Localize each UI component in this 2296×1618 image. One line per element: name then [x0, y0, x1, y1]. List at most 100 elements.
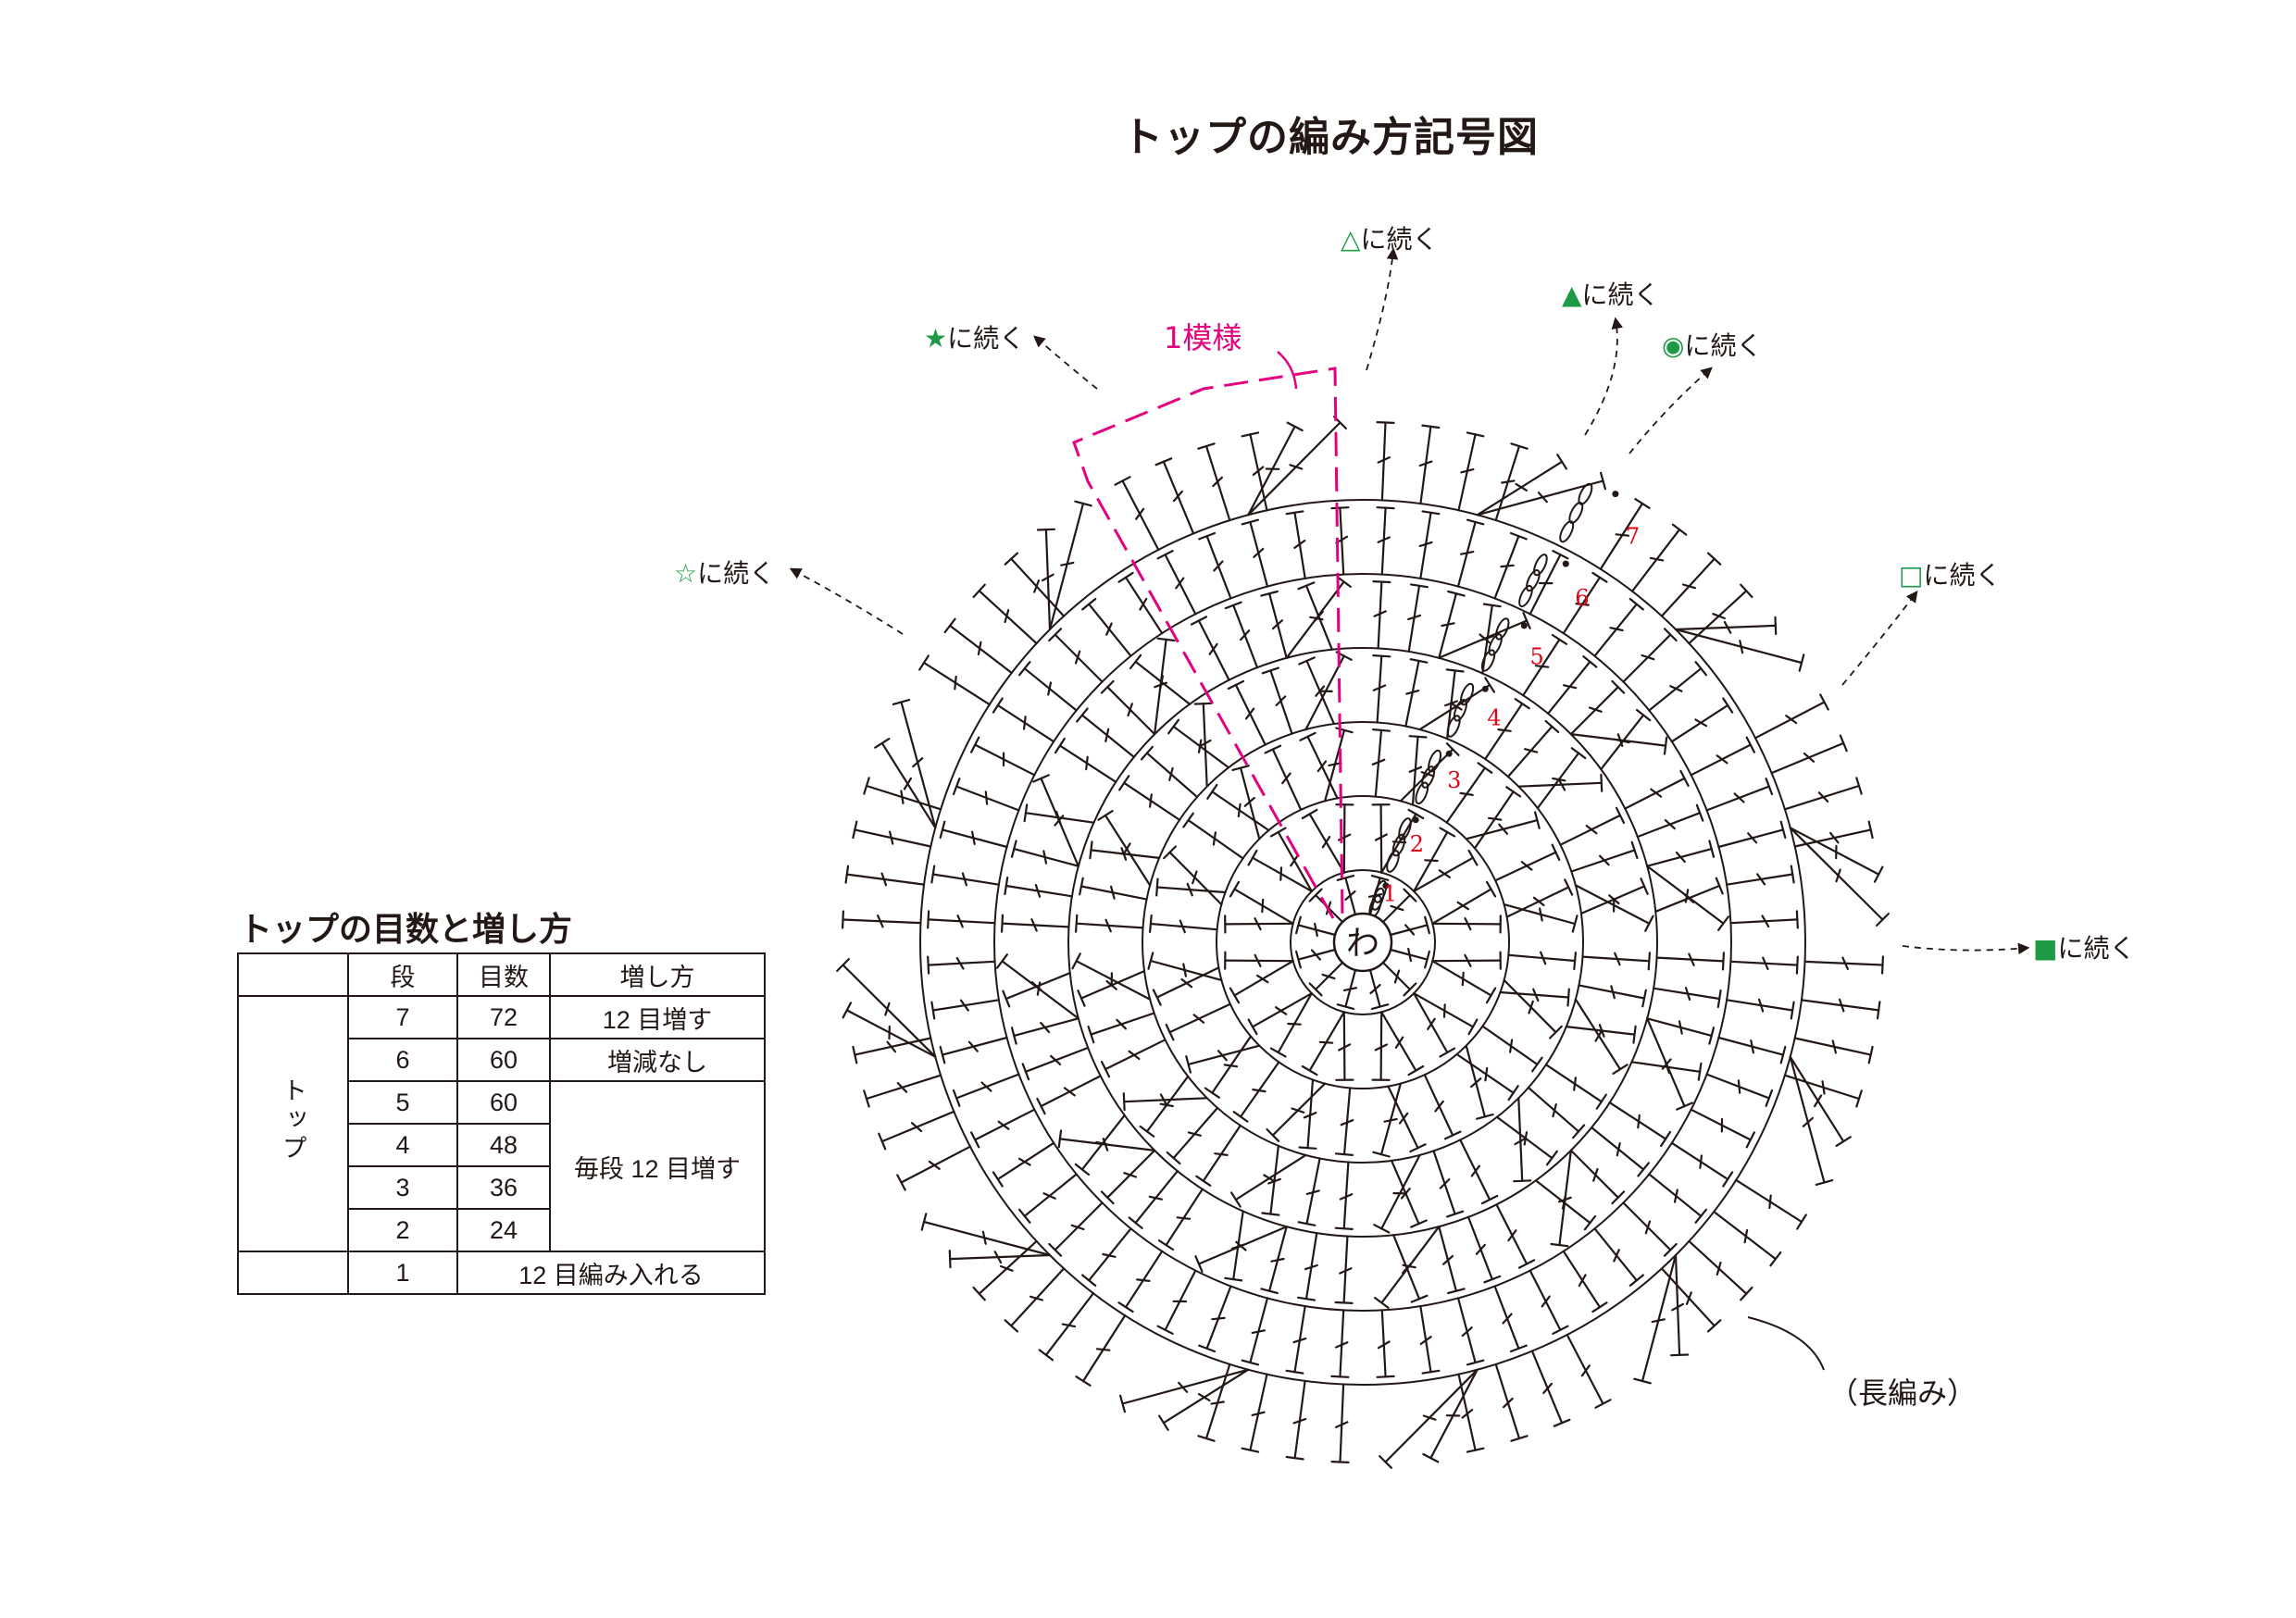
dc-stitch: [1036, 528, 1056, 631]
dc-stitch: [1566, 1333, 1612, 1409]
dc-stitch: [1789, 1055, 1834, 1187]
dc-stitch: [1630, 523, 1688, 592]
dc-stitch: [1335, 1011, 1354, 1081]
dc-stitch: [1260, 590, 1288, 659]
dc-stitch: [1241, 1297, 1269, 1366]
continue-label-bullseye: ◉に続く: [1662, 330, 1763, 361]
dc-stitch: [1578, 984, 1647, 1008]
row-number-4: 4: [1487, 704, 1501, 730]
dc-stitch: [1229, 960, 1294, 1004]
dc-stitch: [1457, 431, 1485, 512]
continue-label-white-square: □に続く: [1899, 560, 2002, 591]
pattern-outline: [1072, 367, 1344, 919]
dc-stitch: [1004, 876, 1074, 898]
dc-stitch: [1670, 1141, 1734, 1188]
table-header-count: 目数: [456, 952, 551, 997]
round-7-stitches: [836, 416, 1890, 1469]
dc-stitch: [1304, 651, 1353, 731]
dc-stitch: [1004, 1267, 1066, 1333]
round-5-stitches: [995, 575, 1730, 1310]
dc-stitch: [1389, 915, 1431, 937]
round-1-stitches: [1294, 874, 1431, 1011]
row-numbers: 12 3 4 5 6 7: [1383, 523, 1640, 906]
dc-stitch: [1301, 808, 1345, 874]
dc-stitch: [1455, 1052, 1519, 1101]
dc-stitch: [1021, 1046, 1090, 1081]
dc-stitch: [1570, 840, 1639, 873]
dc-stitch: [836, 957, 937, 1058]
dc-stitch: [1075, 1313, 1127, 1387]
table-cell-count: 60: [456, 1038, 551, 1082]
dc-stitch: [1574, 884, 1654, 932]
dc-stitch: [1559, 806, 1626, 846]
dc-stitch: [952, 778, 1020, 812]
black-square-icon: ■: [2033, 933, 2058, 964]
dc-stitch: [1690, 1108, 1756, 1149]
dc-stitch: [1334, 1087, 1354, 1157]
dc-stitch: [1261, 666, 1293, 735]
dc-stitch: [1122, 1092, 1208, 1112]
dc-stitch: [1660, 552, 1722, 617]
dc-stitch: [1298, 1078, 1317, 1150]
continuation-arrow: [1841, 590, 1918, 686]
dc-stitch: [1789, 1055, 1852, 1148]
dc-stitch: [1593, 1227, 1644, 1288]
chain-7: [1559, 482, 1619, 543]
dc-stitch: [930, 865, 1001, 887]
dc-stitch: [1000, 914, 1070, 933]
dc-stitch: [1128, 1169, 1179, 1229]
continue-label-black-star: ★に続く: [924, 323, 1026, 354]
dc-stitch: [1074, 914, 1144, 933]
dc-stitch: [1569, 679, 1626, 736]
dc-stitch: [1010, 1017, 1079, 1045]
turning-chains: [1368, 482, 1619, 918]
dc-stitch: [1705, 778, 1774, 812]
dc-stitch: [948, 1249, 1052, 1269]
continuation-arrow: [1033, 335, 1098, 390]
dc-stitch: [1193, 702, 1213, 788]
dc-stitch: [1413, 849, 1479, 892]
black-star-icon: ★: [924, 323, 948, 354]
dc-stitch: [1431, 960, 1497, 1004]
dc-stitch: [1725, 998, 1795, 1020]
dc-stitch: [1330, 1383, 1350, 1464]
dc-stitch: [1371, 803, 1391, 874]
dc-stitch: [1392, 1234, 1429, 1303]
row-number-1: 1: [1383, 881, 1397, 907]
dc-stitch: [1017, 1173, 1078, 1224]
dc-stitch: [1139, 1075, 1190, 1138]
dc-stitch: [1484, 698, 1530, 761]
dc-stitch: [844, 865, 926, 887]
dc-stitch: [1140, 745, 1199, 799]
white-star-icon: ☆: [674, 558, 698, 589]
dc-stitch: [1705, 1073, 1774, 1107]
dc-stitch: [1770, 734, 1848, 775]
dc-stitch: [1399, 742, 1460, 803]
dc-stitch: [1459, 1139, 1499, 1205]
dc-stitch: [1156, 1269, 1197, 1336]
dc-stitch: [1054, 737, 1117, 783]
dc-stitch: [1100, 1039, 1167, 1078]
dc-stitch: [1100, 679, 1156, 736]
table-cell-method: 12 目増す: [549, 995, 766, 1039]
dc-stitch: [1438, 612, 1531, 659]
dc-stitch: [1408, 735, 1428, 806]
stitch-symbols: [836, 416, 1890, 1469]
white-triangle-icon: △: [1341, 224, 1361, 255]
dc-stitch: [1336, 874, 1357, 916]
table-row: 6 60 増減なし: [238, 1038, 766, 1082]
dc-stitch: [1224, 915, 1294, 934]
table-cell-count: 24: [456, 1208, 551, 1252]
dc-stitch: [1330, 1309, 1350, 1378]
round-6-stitches: [927, 506, 1799, 1378]
dc-stitch: [1499, 988, 1570, 1007]
dc-stitch: [1266, 1082, 1327, 1142]
dc-stitch: [852, 820, 932, 848]
dc-stitch: [1431, 951, 1502, 970]
dc-stitch: [1581, 952, 1652, 971]
dc-stitch: [1717, 1036, 1787, 1064]
dc-stitch: [1418, 677, 1496, 731]
table-cell-method: 12 目編み入れる: [456, 1251, 766, 1295]
dc-stitch: [1456, 518, 1485, 588]
bullseye-icon: ◉: [1662, 330, 1685, 361]
